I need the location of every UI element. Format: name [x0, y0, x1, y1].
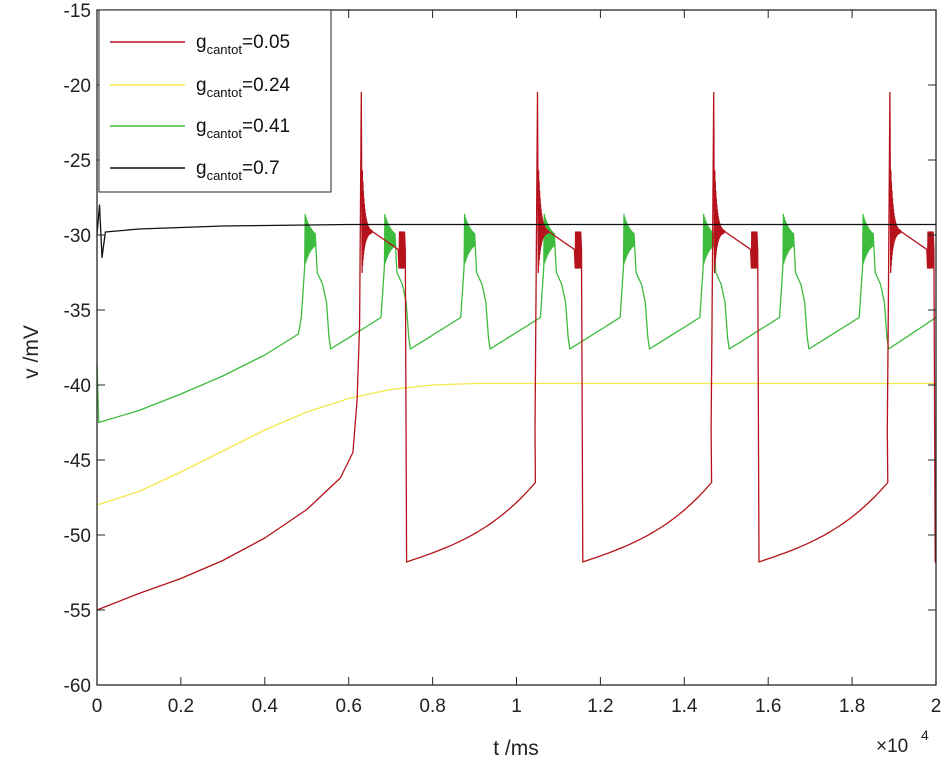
x-tick-label: 2 [931, 696, 942, 717]
y-tick-label: -40 [64, 376, 91, 397]
x-tick-label: 0.8 [419, 696, 445, 717]
y-tick-label: -60 [64, 676, 91, 697]
legend-label-value: =0.41 [242, 116, 290, 137]
y-tick-label: -50 [64, 526, 91, 547]
legend-label-sub: cantot [207, 85, 243, 100]
legend-label-value: =0.05 [242, 32, 290, 53]
legend-label-sub: cantot [207, 42, 243, 57]
legend-item: gcantot=0.05 [110, 32, 290, 57]
series-line [96, 382, 936, 506]
legend-label-main: g [196, 158, 207, 179]
x-tick-label: 1.6 [755, 696, 781, 717]
legend-label-sub: cantot [207, 168, 243, 183]
x-tick-label: 0.4 [252, 696, 279, 717]
legend-label: gcantot=0.7 [196, 158, 280, 183]
x-tick-label: 0.6 [335, 696, 361, 717]
x-tick-label: 0.2 [168, 696, 194, 717]
y-tick-label: -25 [64, 151, 91, 172]
series-line [96, 91, 936, 611]
series-line [96, 204, 936, 259]
legend-label: gcantot=0.05 [196, 32, 290, 57]
legend-label: gcantot=0.41 [196, 116, 290, 141]
legend-item: gcantot=0.41 [110, 116, 290, 141]
y-tick-label: -35 [64, 301, 91, 322]
legend-label-sub: cantot [207, 126, 243, 141]
y-tick-label: -30 [64, 226, 91, 247]
legend-label: gcantot=0.24 [196, 75, 291, 100]
legend-box [98, 9, 332, 193]
legend-item: gcantot=0.24 [110, 75, 291, 100]
legend-label-main: g [196, 32, 207, 53]
y-tick-label: -45 [64, 451, 91, 472]
series-line [96, 213, 937, 424]
y-tick-label: -55 [64, 601, 91, 622]
y-tick-label: -15 [64, 1, 91, 22]
legend-label-value: =0.7 [242, 158, 280, 179]
x-tick-label: 1.2 [587, 696, 613, 717]
x-tick-label: 1.4 [671, 696, 698, 717]
x-tick-label: 1.8 [839, 696, 865, 717]
x-tick-label: 1 [511, 696, 522, 717]
x-tick-label: 0 [92, 696, 103, 717]
legend: gcantot=0.05 gcantot=0.24 gcantot=0.41 g… [98, 9, 332, 193]
x-exponent-base: ×10 [876, 736, 908, 757]
legend-label-main: g [196, 75, 207, 96]
y-tick-label: -20 [64, 76, 91, 97]
legend-label-main: g [196, 116, 207, 137]
plot-area [96, 91, 937, 611]
legend-item: gcantot=0.7 [110, 158, 280, 183]
x-exponent-label: ×10 4 [876, 727, 929, 757]
x-exponent-power: 4 [921, 727, 929, 743]
x-axis-label: t /ms [493, 737, 539, 760]
x-axis: 0 0.2 0.4 0.6 0.8 1 1.2 1.4 1.6 1.8 2 [92, 10, 942, 717]
legend-label-value: =0.24 [242, 75, 291, 96]
y-axis-label: v /mV [20, 325, 43, 379]
